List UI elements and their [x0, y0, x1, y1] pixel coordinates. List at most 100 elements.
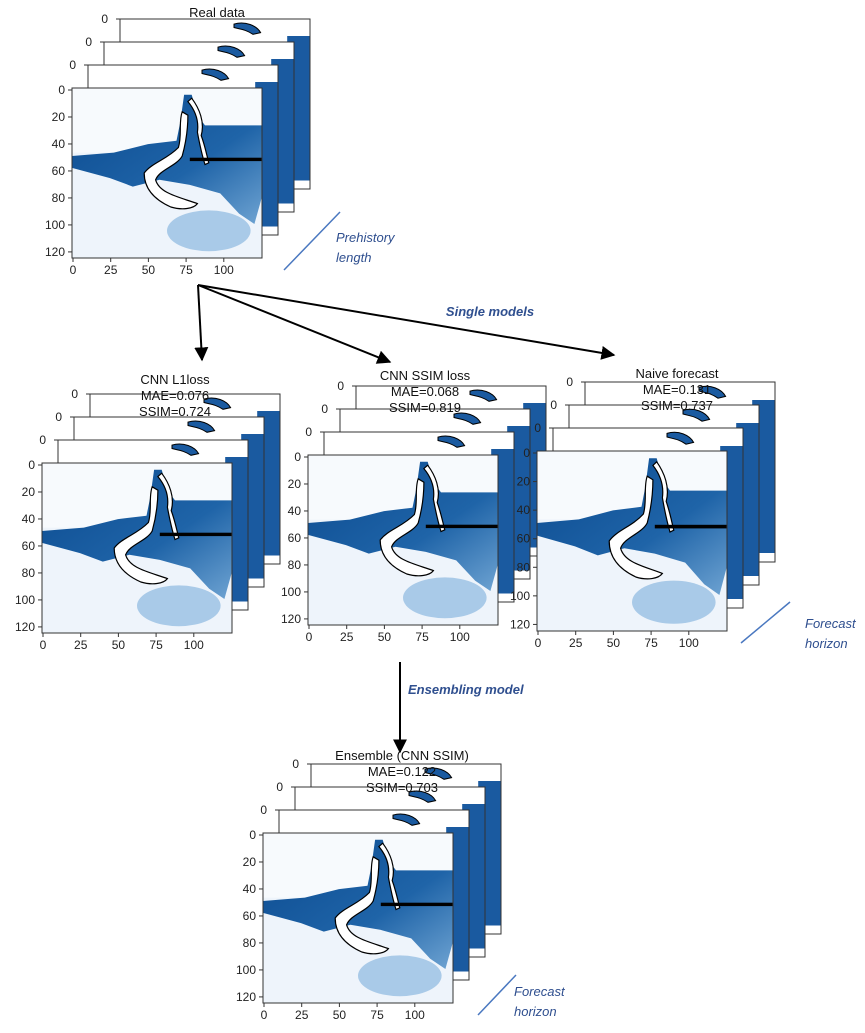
map-shapes	[308, 455, 498, 619]
stack-tick-label: 0	[69, 58, 76, 72]
stack-tick-label: 0	[566, 375, 573, 389]
panel-frame	[71, 87, 263, 259]
peninsula	[380, 479, 433, 576]
y-tick-label: 60	[52, 164, 66, 178]
map-shapes	[72, 88, 262, 252]
y-tick-label: 80	[243, 936, 257, 950]
x-tick-label: 0	[70, 263, 77, 277]
forecast-label: Forecast	[514, 984, 566, 999]
stack-tick-label: 0	[337, 379, 344, 393]
arrows	[194, 284, 616, 754]
forecast-label: horizon	[805, 636, 848, 651]
y-tick-label: 100	[45, 218, 65, 232]
x-tick-label: 0	[40, 638, 47, 652]
y-tick-label: 0	[58, 83, 65, 97]
y-tick-label: 80	[288, 558, 302, 572]
x-tick-label: 100	[184, 638, 204, 652]
panel-title: Real data	[189, 5, 245, 20]
island-top	[204, 398, 231, 409]
island-top	[172, 444, 199, 455]
panel-frame	[536, 450, 728, 632]
x-tick-label: 50	[142, 263, 156, 277]
ensembling-label: Ensembling model	[408, 682, 524, 697]
y-tick-label: 20	[243, 855, 257, 869]
island-top	[438, 436, 465, 447]
island-chain	[188, 98, 209, 164]
panel-title: Naive forecast	[635, 366, 718, 381]
y-tick-label: 40	[243, 882, 257, 896]
panel-title: Ensemble (CNN SSIM)	[335, 748, 469, 763]
island-chain	[379, 843, 400, 909]
y-tick-label: 0	[294, 450, 301, 464]
map	[308, 455, 498, 625]
y-tick-label: 40	[517, 503, 531, 517]
peninsula	[114, 487, 167, 584]
x-tick-label: 75	[179, 263, 193, 277]
x-tick-label: 75	[415, 630, 429, 644]
slash	[283, 211, 341, 271]
x-tick-label: 25	[340, 630, 354, 644]
y-tick-label: 60	[243, 909, 257, 923]
y-tick-label: 120	[281, 612, 301, 626]
sea-patch	[403, 577, 487, 619]
prehistory-label: length	[336, 250, 371, 265]
y-tick-label: 40	[52, 137, 66, 151]
panel-ssim: SSIM=0.703	[366, 780, 438, 795]
x-tick-label: 25	[104, 263, 118, 277]
forecast-label: horizon	[514, 1004, 557, 1019]
stack-tick-label: 0	[276, 780, 283, 794]
y-tick-label: 60	[22, 539, 36, 553]
y-tick-label: 80	[22, 566, 36, 580]
x-tick-label: 75	[370, 1008, 384, 1022]
map-shapes	[42, 463, 232, 627]
panel-mae: MAE=0.076	[141, 388, 209, 403]
panel-mae: MAE=0.068	[391, 384, 459, 399]
x-tick-label: 50	[112, 638, 126, 652]
y-tick-label: 0	[523, 446, 530, 460]
y-tick-label: 0	[28, 458, 35, 472]
stack-tick-label: 0	[550, 398, 557, 412]
sea-patch	[137, 585, 221, 627]
arrow	[194, 284, 209, 362]
stack-tick-label: 0	[292, 757, 299, 771]
peninsula	[144, 112, 197, 209]
island-top	[409, 791, 436, 802]
map-shapes	[537, 451, 727, 624]
y-tick-label: 100	[236, 963, 256, 977]
y-tick-label: 120	[15, 620, 35, 634]
x-tick-label: 25	[569, 636, 583, 650]
x-tick-label: 50	[378, 630, 392, 644]
x-tick-label: 25	[295, 1008, 309, 1022]
shelf	[380, 902, 453, 907]
peninsula	[335, 857, 388, 954]
y-tick-label: 120	[510, 617, 530, 631]
y-tick-label: 20	[52, 110, 66, 124]
slash	[477, 974, 517, 1016]
island-top	[393, 814, 420, 825]
x-tick-label: 25	[74, 638, 88, 652]
sea-patch	[358, 955, 442, 997]
stack-tick-label: 0	[101, 12, 108, 26]
map-shapes	[263, 833, 453, 997]
shelf	[159, 532, 232, 537]
panel-title: CNN L1loss	[140, 372, 210, 387]
panel-frame	[262, 832, 454, 1004]
y-tick-label: 100	[15, 593, 35, 607]
arrow	[197, 284, 392, 364]
island-chain	[653, 462, 674, 532]
sea-patch	[167, 210, 251, 252]
stack-tick-label: 0	[260, 803, 267, 817]
panel-ssim: SSIM=0.819	[389, 400, 461, 415]
shelf	[425, 524, 498, 529]
island-top	[470, 390, 497, 401]
island-top	[699, 386, 726, 398]
island-top	[425, 768, 452, 779]
panel-mae: MAE=0.122	[368, 764, 436, 779]
y-tick-label: 60	[517, 532, 531, 546]
peninsula	[609, 476, 662, 579]
x-tick-label: 50	[333, 1008, 347, 1022]
x-tick-label: 0	[306, 630, 313, 644]
